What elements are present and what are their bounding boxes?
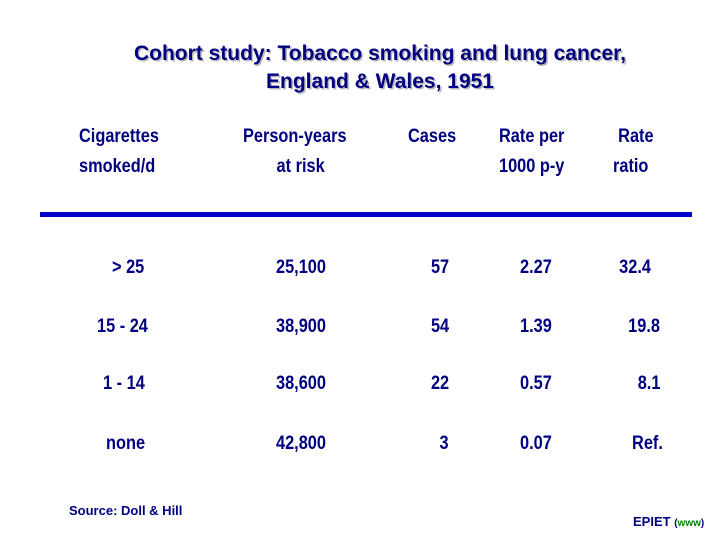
- row-3-cigarettes: 1 - 14: [103, 373, 145, 394]
- title-line-1: Cohort study: Tobacco smoking and lung c…: [133, 42, 626, 65]
- row-1-rate: 2.27: [520, 257, 552, 278]
- header-rate-line2: 1000 p-y: [499, 156, 565, 177]
- row-1-person-years: 25,100: [276, 257, 326, 278]
- row-2-cigarettes: 15 - 24: [97, 316, 148, 337]
- header-rate: Rate per 1000 p-y: [499, 122, 564, 182]
- row-1-ratio: 32.4: [619, 257, 651, 278]
- header-rate-line1: Rate per: [499, 126, 565, 147]
- header-cigarettes-line2: smoked/d: [79, 156, 156, 177]
- header-divider: [40, 212, 692, 217]
- www-link[interactable]: www: [677, 518, 701, 529]
- header-person-years: Person-years at risk: [243, 122, 347, 182]
- row-3-rate: 0.57: [520, 373, 552, 394]
- row-4-cases: 3: [439, 433, 449, 454]
- header-person-years-line1: Person-years: [243, 126, 347, 147]
- row-2-ratio: 19.8: [628, 316, 660, 337]
- header-rate-ratio: Rate ratio: [613, 122, 654, 182]
- header-cigarettes-line1: Cigarettes: [79, 126, 159, 147]
- footer-open-paren: (: [674, 518, 678, 529]
- header-person-years-line2: at risk: [276, 156, 325, 177]
- row-2-person-years: 38,900: [276, 316, 326, 337]
- footer-org: EPIET: [633, 514, 671, 529]
- row-4-person-years: 42,800: [276, 433, 326, 454]
- footer-close-paren: ): [700, 518, 705, 529]
- row-4-cigarettes: none: [106, 433, 146, 454]
- row-3-cases: 22: [430, 373, 449, 394]
- row-4-rate: 0.07: [520, 433, 552, 454]
- slide-title: Cohort study: Tobacco smoking and lung c…: [0, 40, 728, 96]
- header-cases-line1: Cases: [408, 126, 457, 147]
- row-2-rate: 1.39: [520, 316, 552, 337]
- header-cases: Cases: [408, 122, 456, 152]
- row-1-cigarettes: > 25: [112, 257, 145, 278]
- epiet-footer: EPIET (www): [633, 514, 704, 529]
- row-3-ratio: 8.1: [637, 373, 660, 394]
- row-4-ratio: Ref.: [632, 433, 663, 454]
- header-rate-ratio-line1: Rate: [618, 126, 654, 147]
- source-note: Source: Doll & Hill: [69, 503, 183, 518]
- row-3-person-years: 38,600: [276, 373, 326, 394]
- header-cigarettes: Cigarettes smoked/d: [79, 122, 159, 182]
- header-rate-ratio-line2: ratio: [613, 156, 649, 177]
- row-2-cases: 54: [430, 316, 449, 337]
- row-1-cases: 57: [430, 257, 449, 278]
- title-line-2: England & Wales, 1951: [266, 70, 494, 93]
